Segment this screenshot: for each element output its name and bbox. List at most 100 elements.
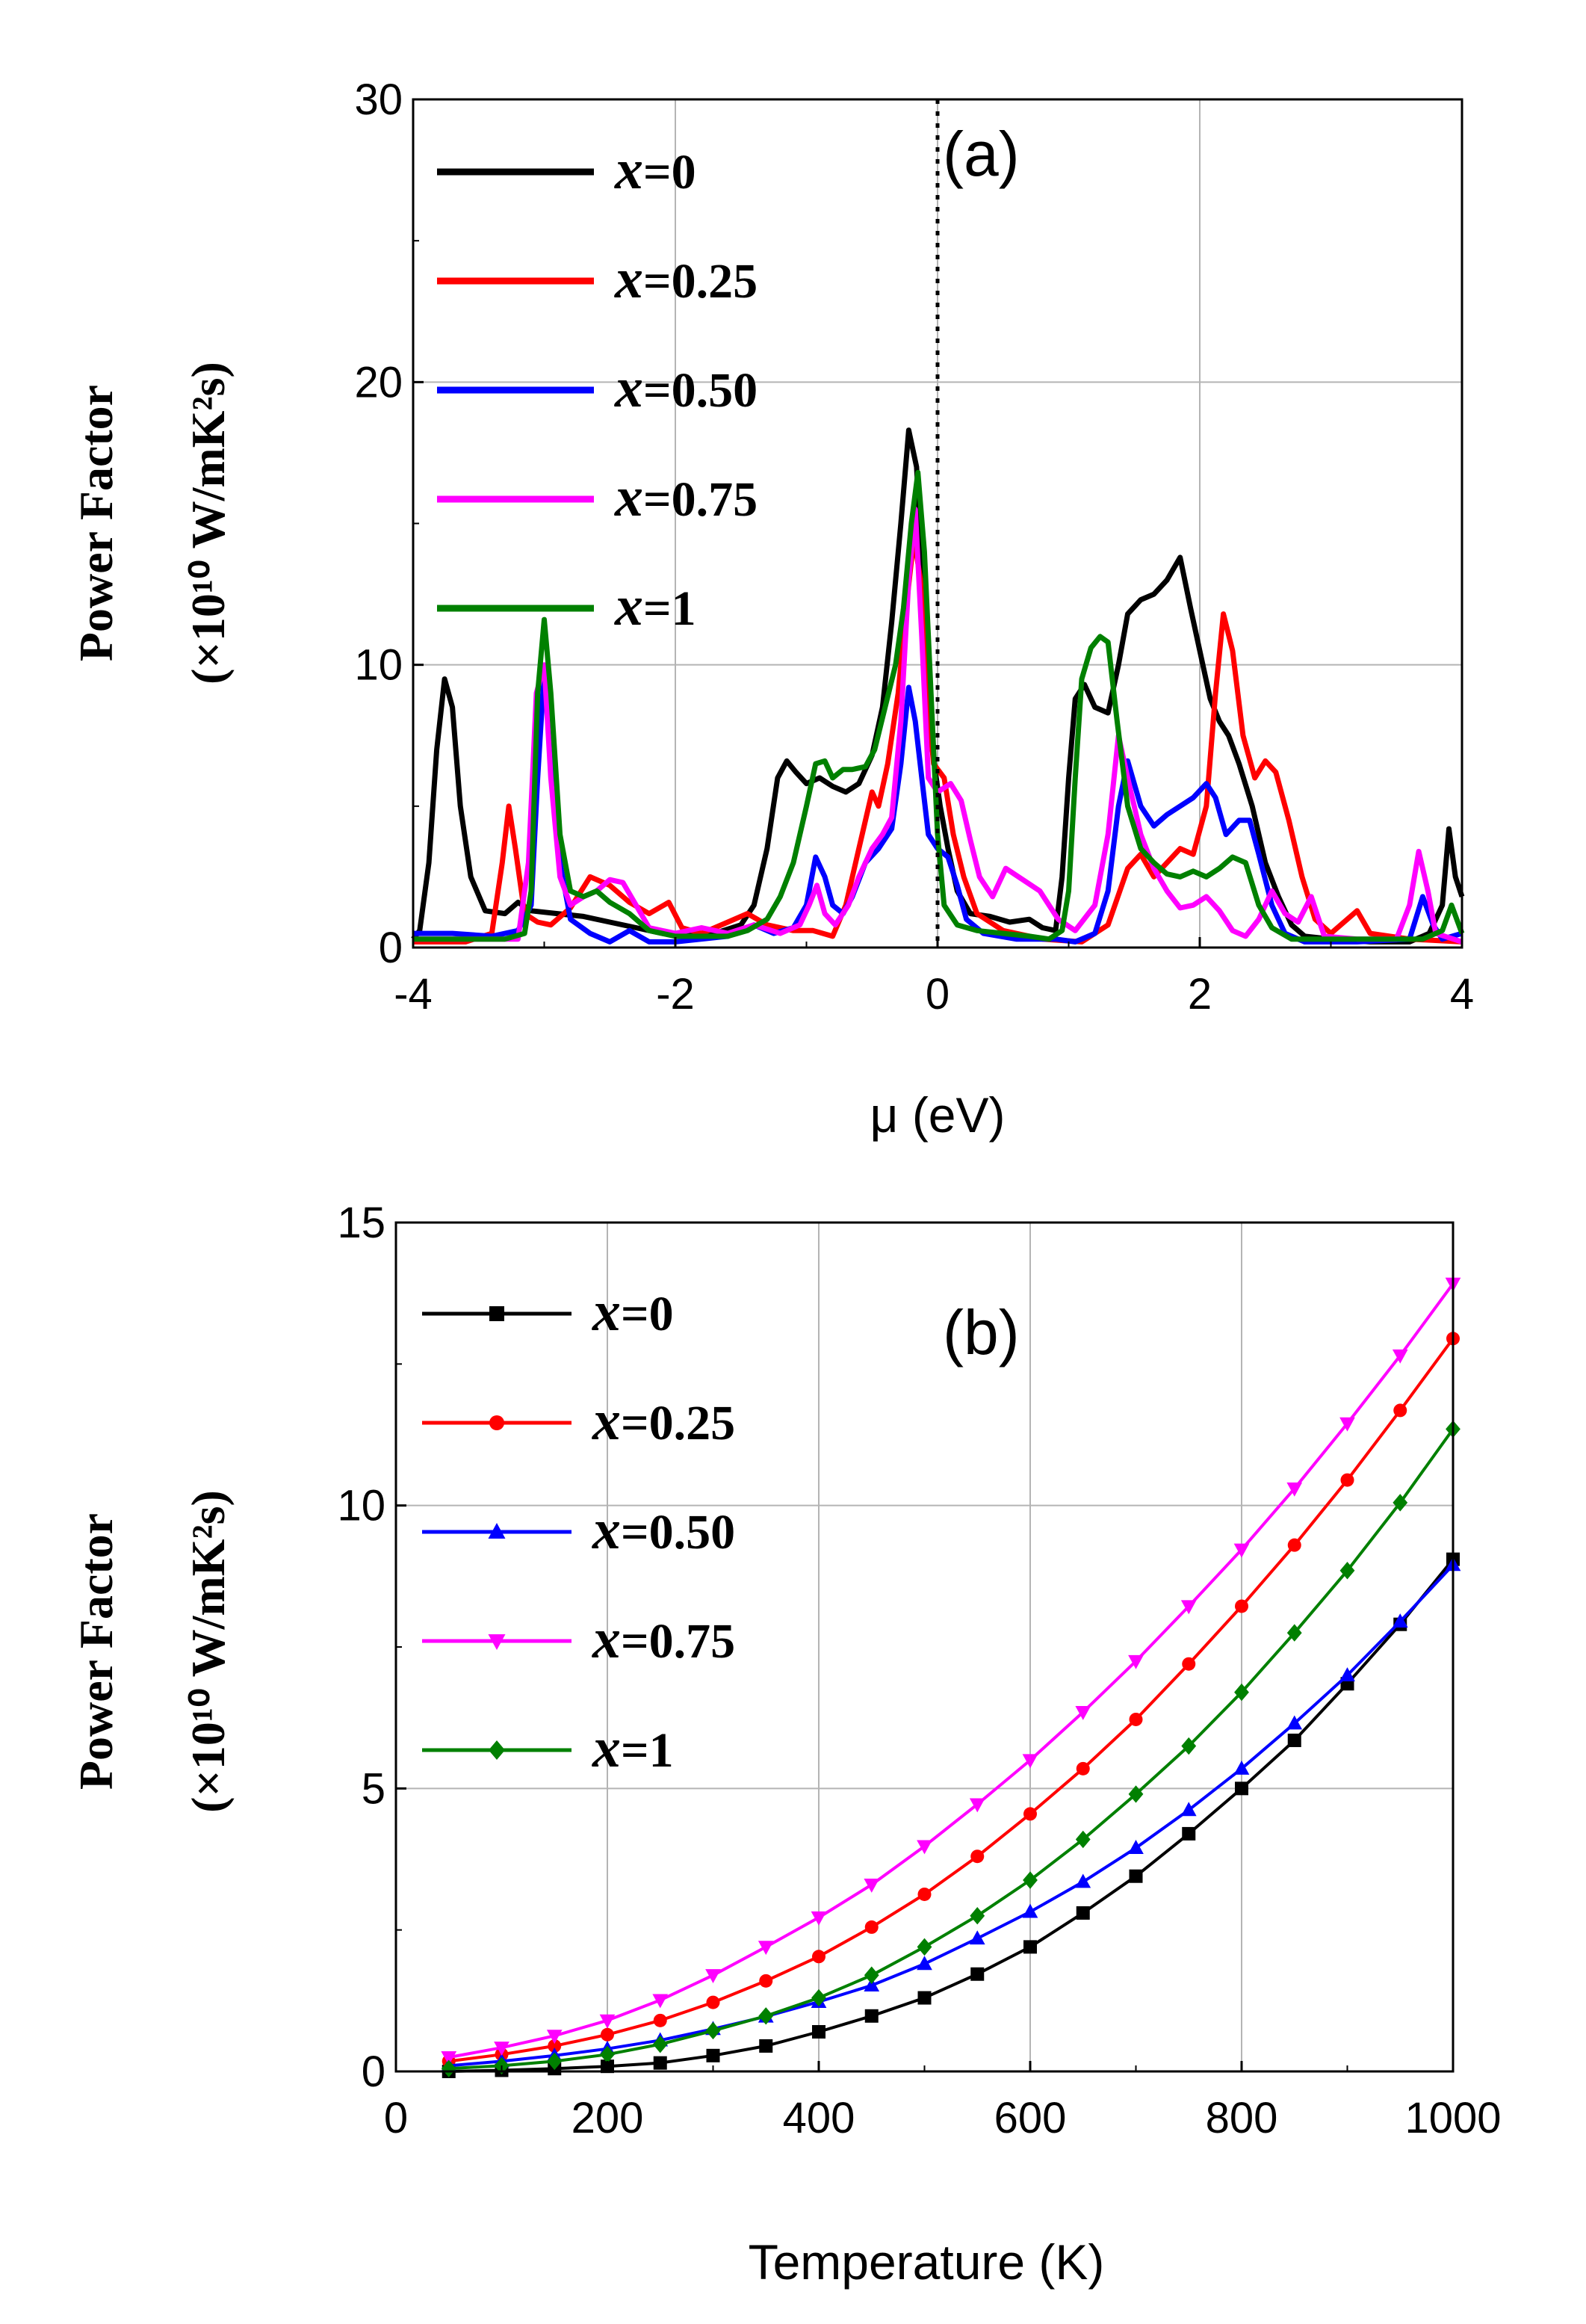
- b-data-point-3: [546, 2030, 563, 2045]
- panel-b-y-axis-title-line2: (×10¹⁰ W/mK²s): [182, 1490, 235, 1813]
- b-data-point-3: [1075, 1705, 1091, 1720]
- b-data-point-0: [1076, 1906, 1090, 1920]
- b-data-point-0: [759, 2039, 773, 2053]
- a-x-tick-label: -2: [656, 970, 695, 1019]
- b-legend-value-2: =0.50: [621, 1505, 735, 1560]
- b-data-point-1: [653, 2013, 667, 2027]
- a-x-tick-label: 4: [1450, 970, 1474, 1019]
- panel-a: -4 -2 0 2 4 0 10 20 30 (a) μ (eV) Power Factor (…: [69, 75, 1474, 1143]
- b-x-tick-label: 400: [783, 2094, 855, 2142]
- a-legend-var-2: x: [614, 356, 643, 419]
- b-series-line-3: [448, 1282, 1455, 2059]
- b-data-point-1: [917, 1887, 932, 1901]
- panel-b-x-axis-title: Temperature (K): [749, 2234, 1105, 2290]
- b-data-point-2: [1022, 1903, 1038, 1918]
- a-legend-value-2: =0.50: [643, 363, 758, 418]
- a-y-tick-label: 20: [354, 358, 403, 407]
- b-y-tick-label: 5: [362, 1764, 385, 1813]
- b-data-point-0: [1023, 1940, 1037, 1954]
- b-data-point-3: [1128, 1654, 1144, 1669]
- b-legend-var-0: x: [592, 1280, 621, 1343]
- b-data-point-4: [441, 2059, 456, 2077]
- b-y-tick-label: 0: [362, 2048, 385, 2096]
- b-data-point-4: [705, 2021, 721, 2040]
- b-data-point-1: [1129, 1712, 1143, 1726]
- b-legend-var-2: x: [592, 1498, 621, 1561]
- a-legend-var-1: x: [614, 247, 643, 310]
- b-data-point-3: [758, 1941, 774, 1956]
- b-data-point-4: [547, 2052, 563, 2071]
- a-legend-var-4: x: [614, 575, 643, 637]
- b-legend-label-4: x=1: [592, 1716, 674, 1779]
- b-data-point-4: [652, 2035, 668, 2053]
- b-data-point-1: [970, 1849, 985, 1864]
- b-data-point-4: [1393, 1494, 1408, 1512]
- b-data-point-3: [705, 1969, 721, 1984]
- b-legend-label-1: x=0.25: [592, 1389, 735, 1452]
- a-x-tick-label: -4: [394, 970, 433, 1019]
- a-legend-label-1: x=0.25: [614, 247, 758, 310]
- a-x-tick-label: 0: [926, 970, 950, 1019]
- b-data-point-1: [1235, 1599, 1248, 1613]
- b-x-tick-label: 1000: [1404, 2094, 1501, 2142]
- panel-a-x-axis-title: μ (eV): [870, 1087, 1005, 1143]
- b-data-point-4: [1075, 1830, 1091, 1849]
- b-data-point-1: [706, 1995, 720, 2009]
- b-data-point-3: [864, 1878, 880, 1893]
- b-data-point-2: [1392, 1613, 1408, 1628]
- panel-a-y-axis-title-line1: Power Factor: [69, 385, 123, 661]
- b-x-tick-label: 800: [1206, 2094, 1278, 2142]
- b-data-point-3: [1392, 1349, 1408, 1364]
- b-data-point-4: [1128, 1785, 1144, 1803]
- b-data-point-4: [970, 1907, 985, 1925]
- b-legend-value-3: =0.75: [621, 1614, 735, 1669]
- b-y-tick-label: 15: [337, 1199, 385, 1247]
- panel-a-legend: x=0x=0.25x=0.50x=0.75x=1: [437, 138, 758, 637]
- b-legend-marker-0: [489, 1306, 504, 1321]
- b-data-point-4: [1286, 1624, 1302, 1642]
- b-data-point-4: [864, 1966, 879, 1984]
- panel-a-series: [411, 427, 1465, 945]
- b-data-point-3: [441, 2051, 457, 2065]
- b-data-point-4: [811, 1988, 826, 2007]
- b-data-point-3: [652, 1994, 669, 2009]
- a-legend-var-0: x: [614, 138, 643, 201]
- b-legend-marker-4: [489, 1740, 505, 1760]
- b-legend-label-2: x=0.50: [592, 1498, 735, 1561]
- panel-a-ticks: -4 -2 0 2 4 0 10 20 30: [354, 75, 1474, 1019]
- b-data-point-3: [811, 1911, 827, 1926]
- a-legend-label-0: x=0: [614, 138, 696, 201]
- b-series-line-1: [448, 1338, 1455, 2063]
- b-legend-value-1: =0.25: [621, 1396, 735, 1450]
- a-x-tick-label: 2: [1188, 970, 1212, 1019]
- a-legend-label-3: x=0.75: [614, 466, 758, 528]
- b-data-point-1: [1287, 1538, 1301, 1552]
- b-legend-label-3: x=0.75: [592, 1607, 735, 1670]
- b-data-point-4: [758, 2007, 774, 2025]
- b-data-point-2: [917, 1956, 932, 1971]
- b-data-point-2: [1075, 1873, 1091, 1888]
- a-legend-value-1: =0.25: [643, 254, 758, 309]
- panel-a-label: (a): [943, 119, 1020, 189]
- b-legend-value-4: =1: [621, 1723, 674, 1778]
- a-legend-var-3: x: [614, 466, 643, 528]
- a-legend-value-0: =0: [643, 145, 696, 200]
- b-data-point-0: [1182, 1826, 1196, 1841]
- b-y-tick-label: 10: [337, 1482, 385, 1530]
- a-series-line-4: [413, 469, 1465, 942]
- b-legend-var-1: x: [592, 1389, 621, 1452]
- b-data-point-3: [1286, 1482, 1303, 1497]
- b-data-point-0: [970, 1967, 985, 1981]
- a-legend-value-4: =1: [643, 581, 696, 636]
- b-data-point-0: [864, 2009, 879, 2023]
- a-series-line-3: [413, 507, 1463, 945]
- b-data-point-1: [1076, 1761, 1090, 1776]
- panel-b-y-axis-title-line1: Power Factor: [69, 1513, 123, 1790]
- panel-a-y-axis-title-line2: (×10¹⁰ W/mK²s): [182, 362, 235, 684]
- b-data-point-4: [1234, 1683, 1249, 1702]
- b-data-point-2: [969, 1930, 985, 1945]
- panel-b-label: (b): [943, 1297, 1020, 1367]
- b-data-point-1: [1182, 1657, 1196, 1671]
- b-series-line-0: [448, 1558, 1455, 2073]
